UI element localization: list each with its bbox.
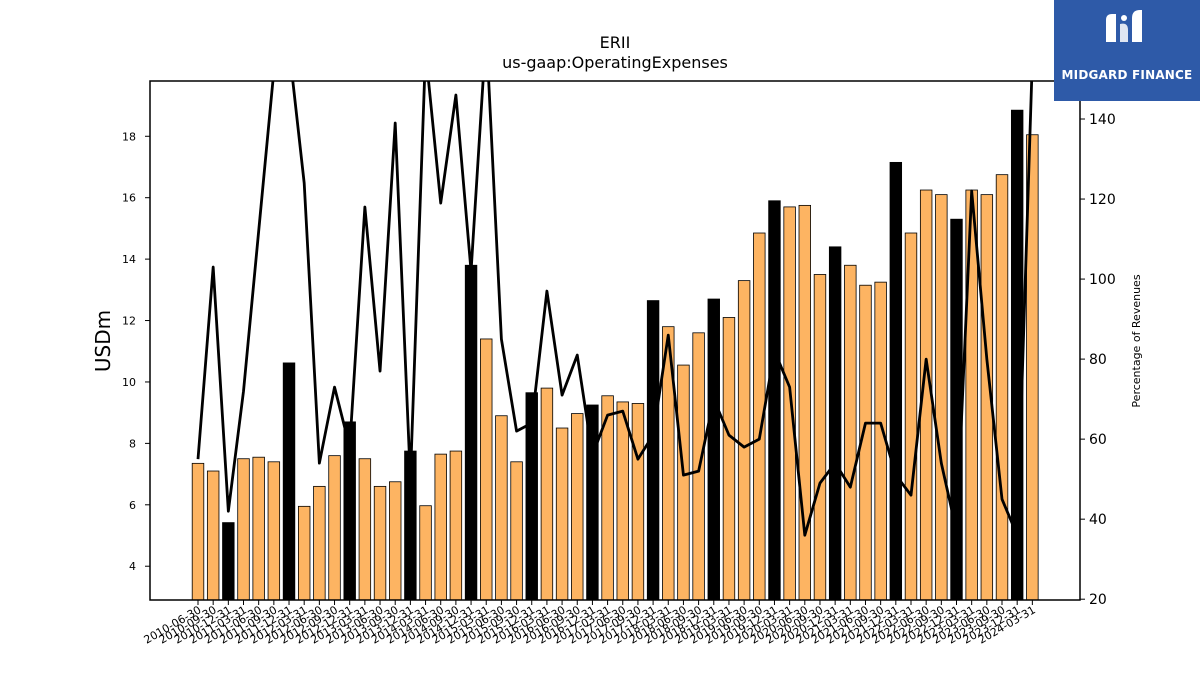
bar-2017-09-30: [631, 403, 645, 600]
bar-2016-09-30: [571, 413, 584, 600]
y-tick-label-14: 14: [122, 253, 136, 266]
bar-2018-12-31: [707, 298, 720, 600]
bar-2022-03-31: [904, 232, 918, 600]
bar-2015-06-30: [495, 415, 508, 600]
chart-title: ERII: [600, 33, 631, 52]
y-tick-label-6: 6: [129, 499, 136, 512]
bar-2010-09-30: [206, 470, 220, 600]
y-tick-label-4: 4: [129, 560, 136, 573]
bars-group: [191, 109, 1039, 600]
bar-2015-09-30: [510, 461, 523, 600]
bar-2014-03-31: [419, 505, 432, 600]
bar-2014-12-31: [464, 264, 478, 600]
bar-2011-12-31: [282, 362, 296, 600]
y-tick-label-18: 18: [122, 130, 136, 143]
bar-2010-06-30: [191, 462, 205, 600]
y-tick-label-8: 8: [129, 437, 136, 450]
bar-2011-06-30: [252, 456, 265, 600]
bar-2013-09-30: [389, 481, 402, 600]
bar-2011-09-30: [267, 461, 281, 600]
bar-2020-03-31: [783, 206, 796, 600]
bar-2016-06-30: [555, 427, 569, 600]
bar-2023-09-30: [995, 174, 1009, 600]
y2-tick-label-20: 20: [1089, 592, 1107, 608]
bar-2019-06-30: [737, 280, 751, 600]
y-tick-label-12: 12: [122, 315, 136, 328]
y-tick-label-16: 16: [122, 192, 136, 205]
bar-2021-03-31: [844, 264, 857, 600]
bar-2022-09-30: [935, 194, 948, 600]
chart-subtitle: us-gaap:OperatingExpenses: [502, 53, 728, 72]
bar-2010-12-31: [222, 522, 235, 600]
bar-2020-09-30: [813, 274, 827, 600]
percentage-line: [196, 81, 1034, 537]
bar-2013-03-31: [358, 458, 372, 600]
bar-2018-06-30: [677, 364, 690, 600]
y2-axis-label: Percentage of Revenues: [1130, 274, 1143, 407]
bar-2024-03-31: [1026, 134, 1039, 600]
bar-2012-06-30: [313, 485, 326, 600]
bar-2021-12-31: [889, 161, 903, 600]
logo-mark-icon: [1106, 10, 1142, 42]
bar-2017-06-30: [616, 401, 629, 600]
bar-2023-06-30: [980, 194, 994, 600]
bar-2012-03-31: [297, 505, 311, 600]
bar-2014-06-30: [434, 453, 447, 600]
bar-2020-12-31: [828, 246, 842, 600]
bar-2018-03-31: [662, 326, 675, 600]
bar-2011-03-31: [237, 458, 250, 600]
bar-2016-03-31: [540, 387, 554, 600]
line-group: [196, 81, 1034, 537]
y2-tick-label-80: 80: [1089, 352, 1107, 368]
bar-2012-12-31: [343, 421, 356, 600]
bar-2019-03-31: [722, 317, 736, 600]
y2-tick-label-100: 100: [1089, 272, 1116, 288]
y2-tick-label-140: 140: [1089, 112, 1116, 128]
y-axis-label: USDm: [91, 310, 115, 372]
brand-name: MIDGARD FINANCE: [1061, 68, 1193, 82]
bar-2012-09-30: [328, 455, 341, 600]
bar-2017-12-31: [646, 300, 660, 600]
brand-logo: MIDGARD FINANCE: [1054, 0, 1200, 101]
bar-2014-09-30: [449, 450, 463, 600]
bar-2013-06-30: [373, 485, 387, 600]
plot-frame: [149, 80, 1081, 601]
y2-tick-label-120: 120: [1089, 192, 1116, 208]
y2-tick-label-40: 40: [1089, 512, 1107, 528]
bar-2015-03-31: [480, 338, 493, 600]
bar-2020-06-30: [798, 204, 812, 600]
y2-tick-label-60: 60: [1089, 432, 1107, 448]
bar-2017-03-31: [601, 395, 614, 600]
y-tick-label-10: 10: [122, 376, 136, 389]
bar-2019-12-31: [768, 200, 781, 600]
